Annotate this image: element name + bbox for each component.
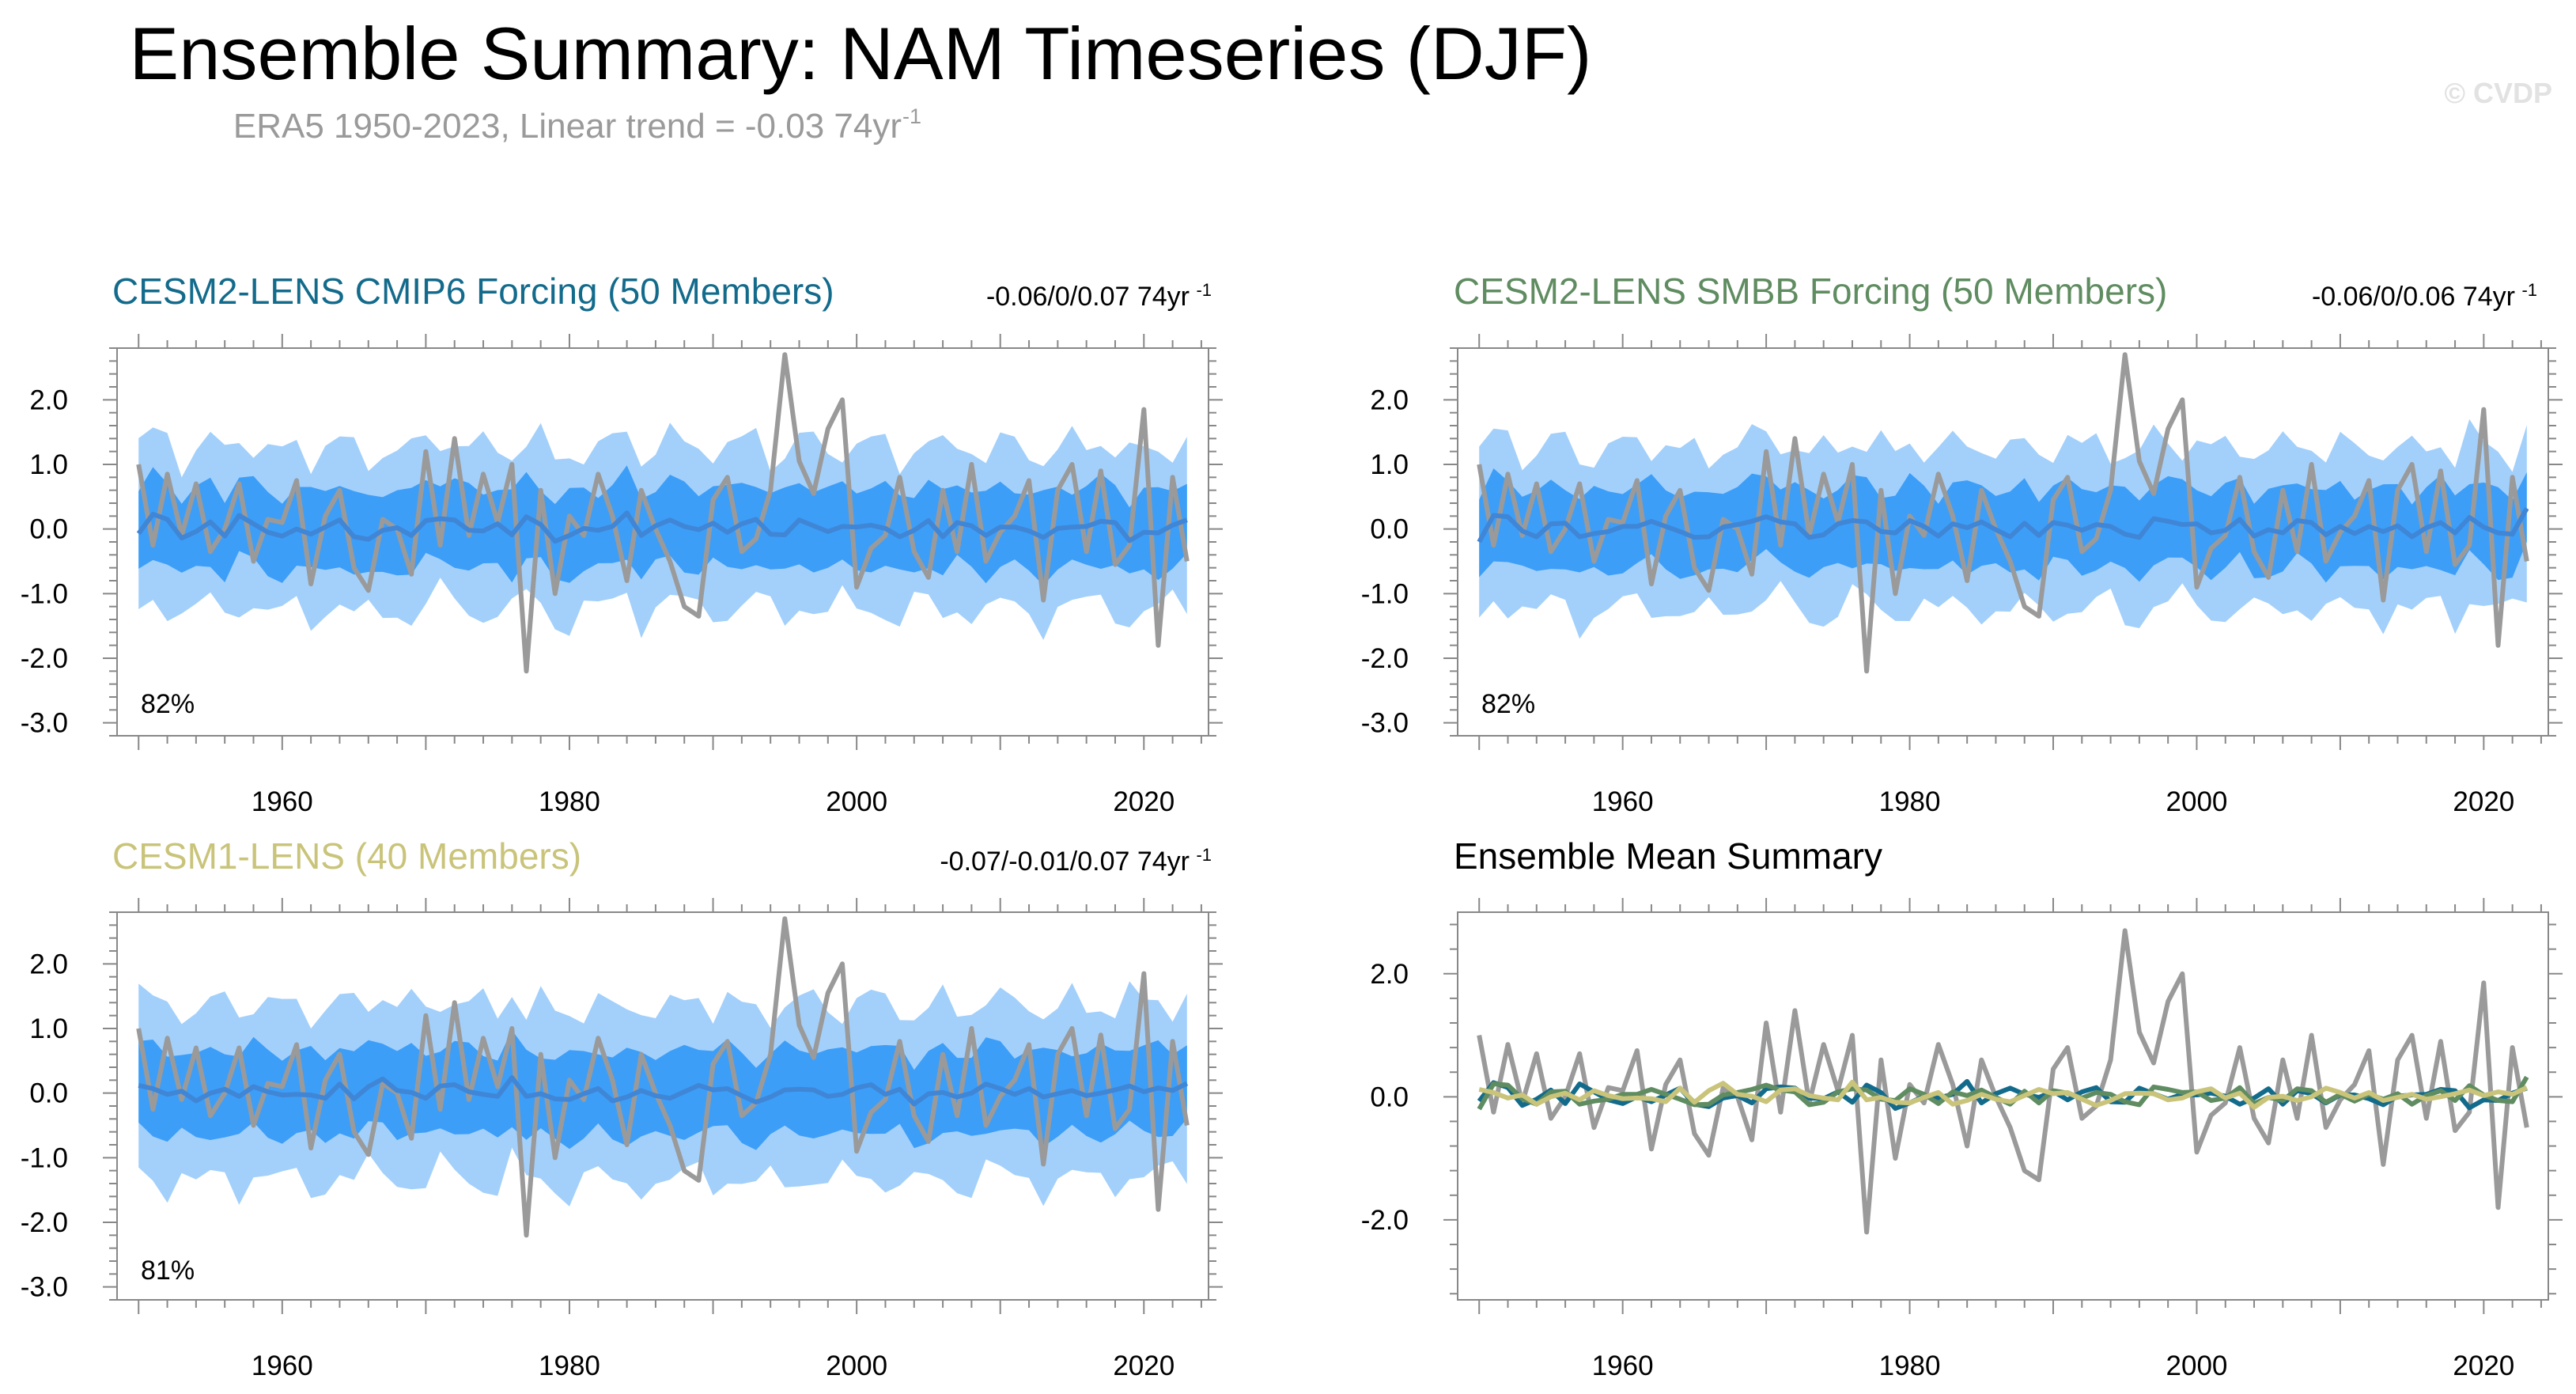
- ensemble-mean-line: [1477, 507, 2529, 544]
- y-tick-label: -1.0: [21, 1142, 68, 1173]
- y-tick-label: 0.0: [1370, 514, 1409, 545]
- x-tick-label: 2000: [2166, 786, 2228, 817]
- panel-percent-label: 82%: [1481, 689, 1535, 719]
- cvdp-watermark: © CVDP: [2444, 77, 2552, 109]
- x-tick-label: 1960: [252, 1350, 313, 1381]
- y-tick-label: 1.0: [29, 1013, 68, 1044]
- x-tick-label: 2000: [2166, 1350, 2228, 1381]
- panel-percent-label: 81%: [141, 1256, 195, 1286]
- y-tick-label: -1.0: [1361, 578, 1409, 609]
- plot-area: [1477, 352, 2529, 674]
- y-tick-label: -2.0: [21, 1207, 68, 1238]
- y-tick-label: 2.0: [1370, 959, 1409, 990]
- panel-title: Ensemble Mean Summary: [1454, 835, 1882, 877]
- y-tick-label: 2.0: [29, 949, 68, 979]
- x-tick-label: 1980: [1879, 786, 1941, 817]
- panel-summary: 2.0 0.0 -2.0 1960 1980 2000 2020 Ensemble Mean …: [1361, 835, 2563, 1381]
- y-tick-label: -1.0: [21, 578, 68, 609]
- x-tick-label: 2000: [826, 1350, 887, 1381]
- x-tick-label: 2020: [1113, 786, 1175, 817]
- y-tick-label: -3.0: [21, 1272, 68, 1303]
- panel-trend-label: -0.06/0/0.06 74yr: [2312, 282, 2515, 312]
- figure-subtitle: ERA5 1950-2023, Linear trend = -0.03 74y…: [233, 107, 902, 146]
- figure-title: Ensemble Summary: NAM Timeseries (DJF): [130, 12, 1592, 95]
- series-line-cesm1: [1478, 1079, 2529, 1110]
- y-tick-label: -2.0: [21, 643, 68, 674]
- panel-trend-label: -0.07/-0.01/0.07 74yr: [940, 847, 1190, 877]
- x-tick-label: 1980: [539, 786, 600, 817]
- ensemble-spread-inner-band: [1479, 468, 2527, 583]
- x-tick-label: 2020: [2453, 786, 2514, 817]
- x-tick-label: 2020: [2453, 1350, 2514, 1381]
- series-line-observed: [1477, 928, 2529, 1235]
- plot-area: [136, 916, 1190, 1238]
- x-tick-label: 1960: [1592, 786, 1654, 817]
- observed-series-line: [136, 916, 1190, 1238]
- panel-title: CESM2-LENS SMBB Forcing (50 Members): [1454, 271, 2167, 312]
- panel-percent-label: 82%: [141, 689, 195, 719]
- y-tick-label: -2.0: [1361, 643, 1409, 674]
- x-tick-label: 1980: [539, 1350, 600, 1381]
- y-tick-label: 0.0: [29, 514, 68, 545]
- y-tick-label: 0.0: [29, 1078, 68, 1109]
- panels: 2.0 1.0 0.0 -1.0 -2.0 -3.0 1960 1980 2000 2020 CES…: [21, 271, 2563, 1381]
- panel-title: CESM2-LENS CMIP6 Forcing (50 Members): [112, 271, 834, 312]
- panel-cesm2_smbb: 2.0 1.0 0.0 -1.0 -2.0 -3.0 1960 1980 2000 2020 CES…: [1361, 271, 2563, 817]
- plot-area: [136, 352, 1190, 674]
- ensemble-mean-line: [138, 1075, 1189, 1107]
- observed-series-line: [136, 352, 1190, 674]
- panel-trend-label: -0.06/0/0.07 74yr: [986, 282, 1190, 312]
- panel-cesm1: 2.0 1.0 0.0 -1.0 -2.0 -3.0 1960 1980 2000 2020 CES…: [21, 835, 1223, 1381]
- figure-subtitle-superscript: -1: [902, 104, 921, 128]
- y-tick-label: -3.0: [1361, 708, 1409, 739]
- y-tick-label: 2.0: [29, 384, 68, 415]
- x-tick-label: 1960: [252, 786, 313, 817]
- plot-frame: [1457, 911, 2549, 1301]
- plot-area: [1477, 928, 2529, 1235]
- y-tick-label: 1.0: [29, 449, 68, 480]
- x-tick-label: 1960: [1592, 1350, 1654, 1381]
- panel-cesm2_cmip6: 2.0 1.0 0.0 -1.0 -2.0 -3.0 1960 1980 2000 2020 CES…: [21, 271, 1223, 817]
- x-tick-label: 2020: [1113, 1350, 1175, 1381]
- x-tick-label: 1980: [1879, 1350, 1941, 1381]
- ensemble-mean-line: [136, 510, 1188, 544]
- x-tick-label: 2000: [826, 786, 887, 817]
- panel-trend-superscript: -1: [1196, 845, 1212, 865]
- panel-trend-superscript: -1: [1196, 280, 1212, 300]
- y-tick-label: 0.0: [1370, 1081, 1409, 1112]
- y-tick-label: 2.0: [1370, 384, 1409, 415]
- y-tick-label: -2.0: [1361, 1205, 1409, 1236]
- y-tick-label: -3.0: [21, 708, 68, 739]
- ensemble-spread-inner-band: [138, 1030, 1187, 1150]
- panel-trend-superscript: -1: [2521, 280, 2537, 300]
- observed-series-line: [1477, 352, 2529, 674]
- panel-title: CESM1-LENS (40 Members): [112, 835, 581, 877]
- y-tick-label: 1.0: [1370, 449, 1409, 480]
